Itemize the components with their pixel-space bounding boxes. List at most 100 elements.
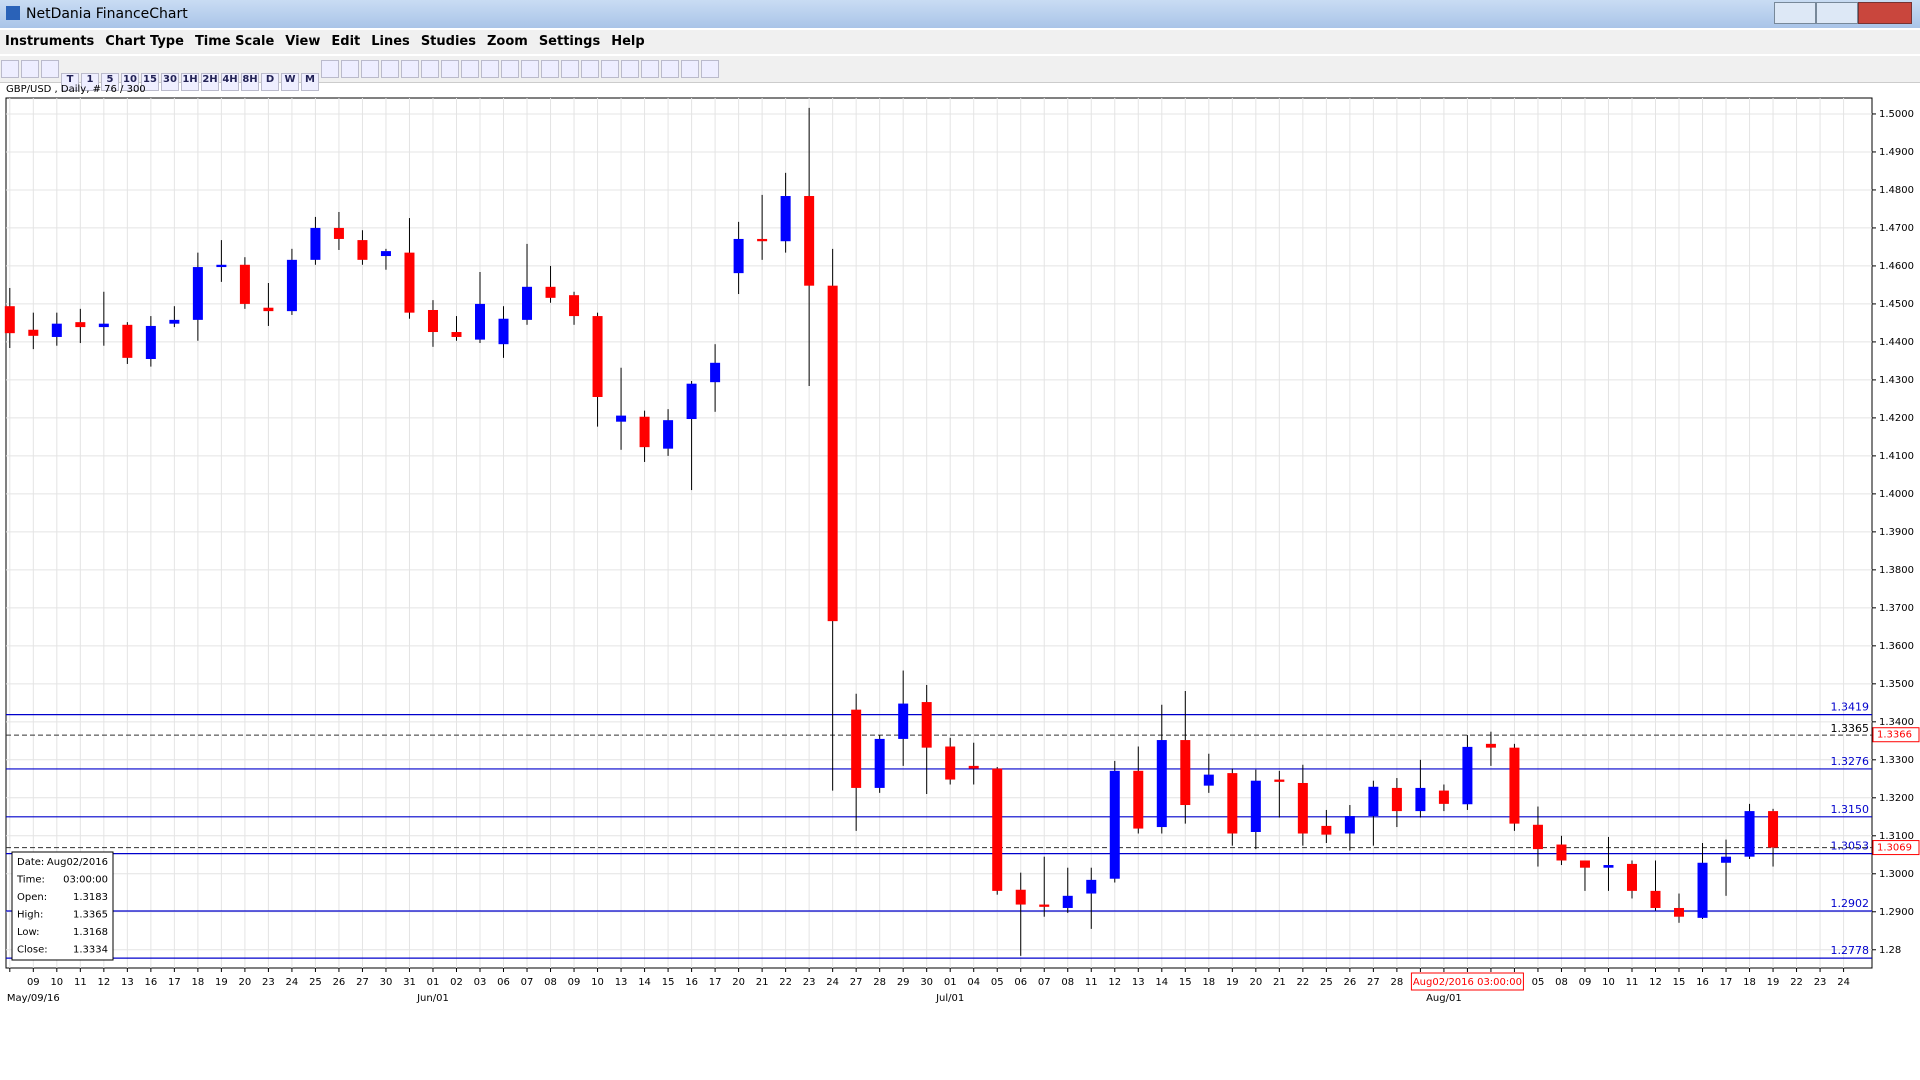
y-tick-label: 1.4800 — [1879, 185, 1914, 196]
tool-icon[interactable] — [361, 60, 379, 78]
tool-icon[interactable] — [421, 60, 439, 78]
tool-icon[interactable] — [401, 60, 419, 78]
timeframe-button[interactable]: T — [61, 73, 79, 91]
candle-body — [475, 303, 485, 340]
timeframe-button[interactable]: D — [261, 73, 279, 91]
tool-icon[interactable] — [541, 60, 559, 78]
x-tick-label: 14 — [1155, 977, 1168, 988]
menu-item[interactable]: Lines — [371, 34, 410, 49]
crosshair-label: Aug02/2016 03:00:00 — [1413, 977, 1522, 988]
tool-icon[interactable] — [1, 60, 19, 78]
candle-body — [169, 319, 180, 324]
candle-body — [427, 309, 438, 333]
tool-icon[interactable] — [581, 60, 599, 78]
candle-body — [1368, 786, 1379, 817]
candle-body — [4, 306, 15, 334]
candle-body — [1532, 824, 1543, 850]
tool-icon[interactable] — [661, 60, 679, 78]
timeframe-button[interactable]: W — [281, 73, 299, 91]
y-tick-label: 1.3700 — [1879, 603, 1914, 614]
x-tick-label: 25 — [1320, 977, 1333, 988]
x-tick-label: 23 — [1814, 977, 1827, 988]
timeframe-button[interactable]: 1 — [81, 73, 99, 91]
candle-body — [663, 420, 674, 449]
candle-body — [686, 383, 697, 420]
timeframe-button[interactable]: 30 — [161, 73, 179, 91]
tool-icon[interactable] — [321, 60, 339, 78]
tool-icon[interactable] — [441, 60, 459, 78]
candle-body — [1462, 746, 1473, 805]
y-tick-label: 1.4700 — [1879, 223, 1914, 234]
candle-body — [569, 295, 580, 317]
timeframe-button[interactable]: M — [301, 73, 319, 91]
tool-icon[interactable] — [521, 60, 539, 78]
candle-body — [1650, 890, 1661, 908]
menu-item[interactable]: View — [285, 34, 321, 49]
tool-icon[interactable] — [341, 60, 359, 78]
info-label: Close: — [17, 945, 48, 956]
level-label: 1.2778 — [1831, 944, 1870, 957]
month-label: Jun/01 — [416, 993, 449, 1004]
timeframe-button[interactable]: 5 — [101, 73, 119, 91]
info-value: 1.3334 — [73, 945, 108, 956]
tool-icon[interactable] — [601, 60, 619, 78]
close[interactable] — [1858, 2, 1912, 24]
x-tick-label: 27 — [850, 977, 863, 988]
candle-body — [639, 416, 650, 448]
minimize[interactable] — [1774, 2, 1816, 24]
tool-icon[interactable] — [641, 60, 659, 78]
timeframe-button[interactable]: 10 — [121, 73, 139, 91]
menu-item[interactable]: Help — [611, 34, 645, 49]
menu-item[interactable]: Settings — [538, 34, 601, 49]
candle-body — [192, 267, 203, 320]
y-tick-label: 1.4400 — [1879, 337, 1914, 348]
tool-icon[interactable] — [621, 60, 639, 78]
tool-icon[interactable] — [461, 60, 479, 78]
candle-body — [1768, 811, 1779, 848]
y-tick-label: 1.3900 — [1879, 527, 1914, 538]
timeframe-button[interactable]: 2H — [201, 73, 219, 91]
y-tick-label: 1.4600 — [1879, 261, 1914, 272]
timeframe-button[interactable]: 8H — [241, 73, 259, 91]
timeframe-button[interactable]: 4H — [221, 73, 239, 91]
tool-icon[interactable] — [21, 60, 39, 78]
menu-item[interactable]: Studies — [420, 34, 476, 49]
candle-body — [1485, 743, 1496, 748]
tool-icon[interactable] — [561, 60, 579, 78]
candle-body — [1227, 773, 1238, 834]
candle-body — [1062, 895, 1073, 908]
candle-body — [945, 746, 956, 780]
timeframe-button[interactable]: 15 — [141, 73, 159, 91]
y-tick-label: 1.4900 — [1879, 147, 1914, 158]
tool-icon[interactable] — [41, 60, 59, 78]
menu-item[interactable]: Edit — [331, 34, 361, 49]
x-tick-label: 26 — [333, 977, 346, 988]
tool-icon[interactable] — [681, 60, 699, 78]
candle-body — [1509, 747, 1520, 824]
x-tick-label: 19 — [1767, 977, 1780, 988]
timeframe-button[interactable]: 1H — [181, 73, 199, 91]
menu-item[interactable]: Zoom — [486, 34, 528, 49]
menu-item[interactable]: Chart Type — [105, 34, 184, 49]
candle-body — [286, 259, 297, 312]
candle-body — [545, 286, 556, 298]
info-label: Low: — [17, 927, 40, 938]
x-tick-label: 12 — [1108, 977, 1121, 988]
tool-icon[interactable] — [501, 60, 519, 78]
menu-bar: Instruments Chart Type Time Scale View Edit L… — [0, 30, 1920, 54]
candle-body — [75, 322, 86, 328]
menu-item[interactable]: Time Scale — [194, 34, 275, 49]
menu-item[interactable]: Instruments — [5, 34, 95, 49]
x-tick-label: 27 — [356, 977, 369, 988]
tool-icon[interactable] — [481, 60, 499, 78]
candle-body — [145, 325, 156, 359]
candle-body — [380, 251, 391, 257]
maximize[interactable] — [1816, 2, 1858, 24]
x-tick-label: 24 — [826, 977, 839, 988]
price-marker-label: 1.3366 — [1877, 730, 1912, 741]
tool-icon[interactable] — [381, 60, 399, 78]
tool-icon[interactable] — [701, 60, 719, 78]
window-controls — [1774, 2, 1912, 24]
x-tick-label: 10 — [1602, 977, 1615, 988]
y-tick-label: 1.3600 — [1879, 641, 1914, 652]
